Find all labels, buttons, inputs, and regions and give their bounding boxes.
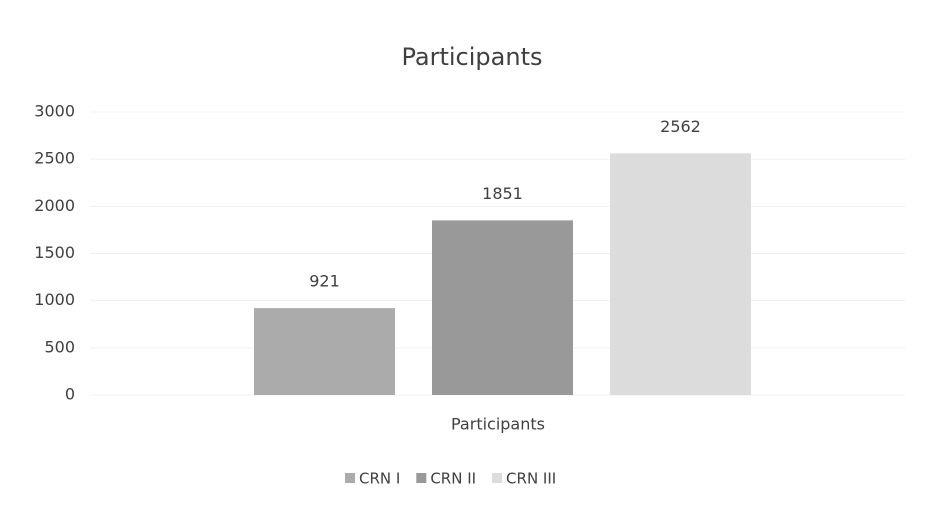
- y-tick-label: 0: [65, 385, 75, 404]
- x-axis-label: Participants: [451, 415, 545, 434]
- y-tick-label: 1500: [34, 243, 75, 262]
- y-tick-label: 500: [44, 337, 75, 356]
- data-label: 1851: [482, 184, 523, 203]
- y-tick-label: 1000: [34, 290, 75, 309]
- data-label: 2562: [660, 117, 701, 136]
- bar: [432, 220, 573, 395]
- legend-swatch: [345, 473, 355, 483]
- legend-swatch: [416, 473, 427, 483]
- legend-label: CRN III: [506, 470, 556, 488]
- y-tick-label: 2000: [34, 196, 75, 215]
- bar: [610, 153, 751, 395]
- legend-label: CRN I: [359, 470, 400, 488]
- y-tick-label: 3000: [34, 102, 75, 121]
- chart-title: Participants: [402, 43, 543, 71]
- legend-label: CRN II: [430, 470, 476, 488]
- data-label: 921: [309, 272, 340, 291]
- bar: [254, 308, 395, 395]
- legend-swatch: [492, 473, 503, 483]
- y-tick-label: 2500: [34, 149, 75, 168]
